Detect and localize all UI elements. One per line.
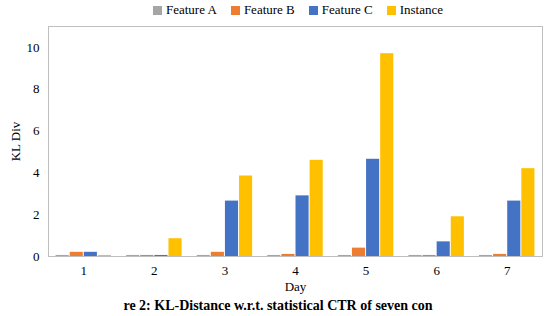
svg-text:2: 2 (33, 207, 40, 222)
html-text:re 2: KL-Distance w.r.t. stati: re 2: KL-Distance w.r.t. statistical CTR… (123, 298, 433, 313)
svg-text:4: 4 (292, 263, 299, 278)
svg-text:Day: Day (285, 279, 307, 294)
svg-text:0: 0 (33, 249, 40, 264)
svg-text:6: 6 (33, 123, 40, 138)
svg-text:KL Div: KL Div (8, 121, 23, 161)
svg-text:4: 4 (33, 165, 40, 180)
html-text:Feature C: Feature C (321, 2, 373, 17)
svg-text:3: 3 (222, 263, 229, 278)
svg-text:5: 5 (363, 263, 370, 278)
html-text:Feature A: Feature A (166, 2, 217, 17)
svg-text:7: 7 (504, 263, 511, 278)
html-text:Instance: Instance (399, 2, 443, 17)
svg-text:10: 10 (27, 40, 40, 55)
svg-text:8: 8 (33, 81, 40, 96)
svg-text:2: 2 (151, 263, 158, 278)
html-text:Feature B: Feature B (243, 2, 295, 17)
svg-text:6: 6 (433, 263, 440, 278)
svg-text:1: 1 (81, 263, 88, 278)
